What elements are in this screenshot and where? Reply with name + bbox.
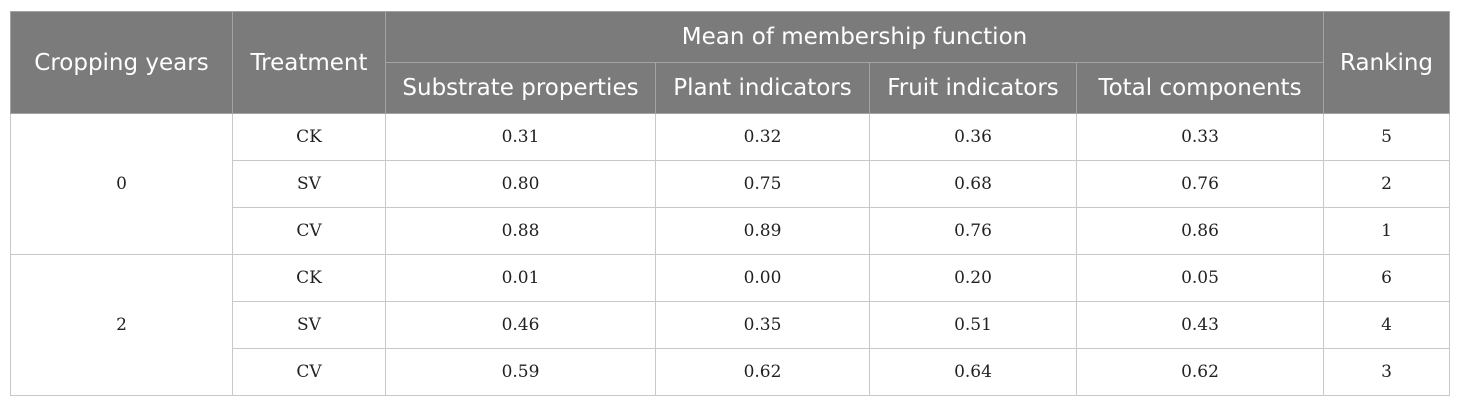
- cell-treatment: CV: [232, 348, 386, 396]
- cell-cropping-year: 2: [10, 254, 233, 396]
- cell-ranking: 3: [1323, 348, 1451, 396]
- cell-total: 0.43: [1075, 301, 1325, 349]
- cell-substrate: 0.31: [385, 113, 656, 161]
- membership-function-table: Cropping years Treatment Mean of members…: [10, 11, 1451, 396]
- header-ranking: Ranking: [1323, 11, 1451, 114]
- cell-fruit: 0.51: [869, 301, 1077, 349]
- table-row: 2 CK 0.01 0.00 0.20 0.05 6: [10, 254, 1451, 396]
- header-fruit-indicators: Fruit indicators: [869, 62, 1077, 114]
- cell-total: 0.86: [1075, 207, 1325, 255]
- header-cropping-years: Cropping years: [10, 11, 233, 114]
- cell-plant: 0.32: [655, 113, 870, 161]
- cell-treatment: CV: [232, 207, 386, 255]
- cell-ranking: 2: [1323, 160, 1451, 208]
- header-treatment: Treatment: [232, 11, 386, 114]
- table-row: CV 0.59 0.62 0.64 0.62 3: [11, 348, 1451, 396]
- cell-substrate: 0.01: [385, 254, 656, 302]
- cell-plant: 0.62: [655, 348, 870, 396]
- cell-ranking: 5: [1323, 113, 1451, 161]
- cell-total: 0.33: [1075, 113, 1325, 161]
- cell-treatment: CK: [232, 254, 386, 302]
- table-body: 0 CK 0.31 0.32 0.36 0.33 5 SV 0.80 0.75 …: [10, 113, 1451, 396]
- table-row: 0 CK 0.31 0.32 0.36 0.33 5: [10, 113, 1451, 255]
- cell-total: 0.76: [1075, 160, 1325, 208]
- cell-plant: 0.00: [655, 254, 870, 302]
- cell-fruit: 0.20: [869, 254, 1077, 302]
- header-plant-indicators: Plant indicators: [655, 62, 870, 114]
- cell-cropping-year: 0: [10, 113, 233, 255]
- cell-fruit: 0.64: [869, 348, 1077, 396]
- header-substrate-properties: Substrate properties: [385, 62, 656, 114]
- cell-plant: 0.35: [655, 301, 870, 349]
- table-row: SV 0.80 0.75 0.68 0.76 2: [11, 160, 1451, 208]
- cell-treatment: SV: [232, 301, 386, 349]
- header-total-components: Total components: [1075, 62, 1325, 114]
- cell-fruit: 0.76: [869, 207, 1077, 255]
- cell-treatment: SV: [232, 160, 386, 208]
- cell-substrate: 0.80: [385, 160, 656, 208]
- cell-fruit: 0.68: [869, 160, 1077, 208]
- cell-ranking: 1: [1323, 207, 1451, 255]
- cell-plant: 0.75: [655, 160, 870, 208]
- header-mean-membership-function: Mean of membership function: [384, 11, 1325, 63]
- cell-ranking: 4: [1323, 301, 1451, 349]
- cell-plant: 0.89: [655, 207, 870, 255]
- table-header: Cropping years Treatment Mean of members…: [10, 11, 1451, 114]
- cell-substrate: 0.59: [385, 348, 656, 396]
- cell-ranking: 6: [1323, 254, 1451, 302]
- cell-fruit: 0.36: [869, 113, 1077, 161]
- table-row: SV 0.46 0.35 0.51 0.43 4: [11, 301, 1451, 349]
- cell-total: 0.05: [1075, 254, 1325, 302]
- cell-total: 0.62: [1075, 348, 1325, 396]
- cell-treatment: CK: [232, 113, 386, 161]
- cell-substrate: 0.88: [385, 207, 656, 255]
- cell-substrate: 0.46: [385, 301, 656, 349]
